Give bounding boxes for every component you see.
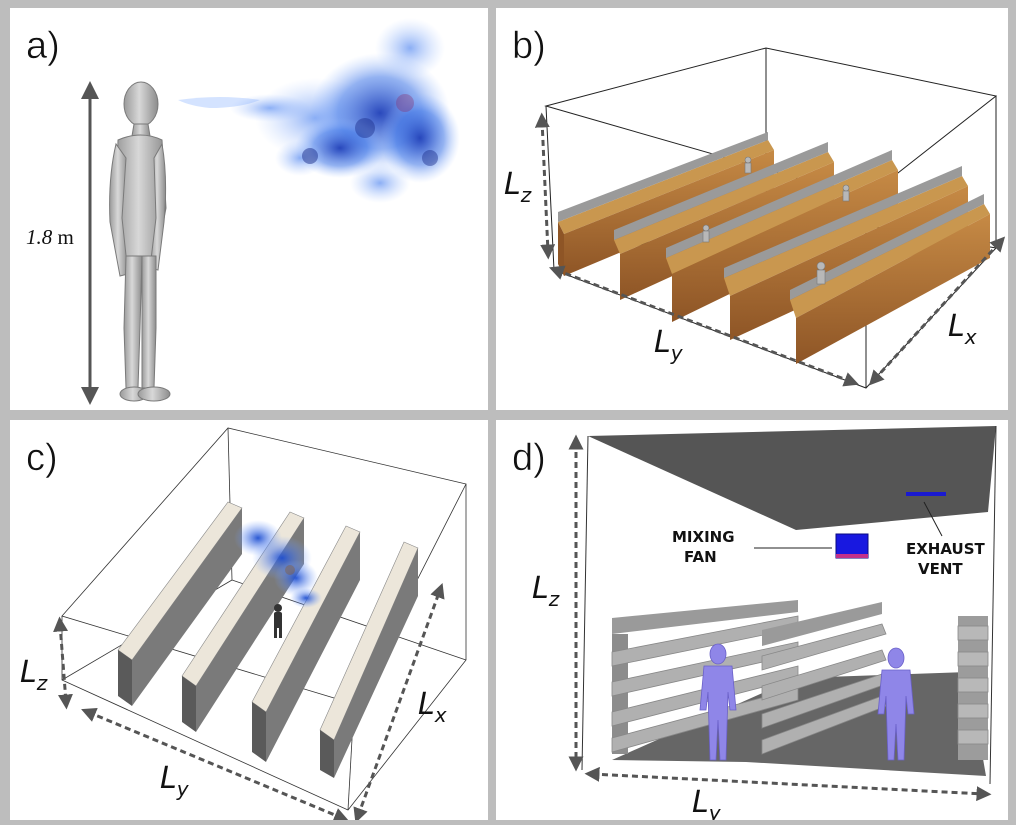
panel-d-label: d) xyxy=(512,437,546,479)
ly-label: Ly xyxy=(160,761,190,801)
height-label: 1.8 m xyxy=(26,225,74,249)
panel-a: a) 1.8 m xyxy=(10,8,488,410)
mixing-fan-base xyxy=(836,554,868,558)
panel-d-canvas: d) EXHAUST VENT MIXING FAN xyxy=(496,420,1008,820)
ly-arrow xyxy=(592,774,984,794)
ly-label: Ly xyxy=(654,325,684,365)
lz-label: Lz xyxy=(20,655,48,695)
human-figure-icon xyxy=(110,82,170,401)
panel-a-label: a) xyxy=(26,25,60,67)
panel-d: d) EXHAUST VENT MIXING FAN xyxy=(496,420,1008,820)
exhaust-vent-label: EXHAUST VENT xyxy=(906,540,985,578)
panel-a-canvas: a) 1.8 m xyxy=(10,8,488,410)
lz-arrow xyxy=(542,120,548,252)
panel-b-canvas: b) xyxy=(496,8,1008,410)
lx-label: Lx xyxy=(948,309,977,349)
panel-c-canvas: c) xyxy=(10,420,488,820)
person-icon xyxy=(745,157,751,173)
person-icon xyxy=(703,225,709,242)
lz-label: Lz xyxy=(504,167,532,207)
shelf-unit xyxy=(958,616,988,760)
lz-arrow xyxy=(60,624,66,702)
person-icon xyxy=(817,262,825,284)
lz-label: Lz xyxy=(532,571,560,611)
panel-c-label: c) xyxy=(26,437,58,479)
human-figure-icon xyxy=(274,604,282,638)
lx-label: Lx xyxy=(418,687,447,727)
exhaust-vent-icon xyxy=(906,492,946,496)
ly-label: Ly xyxy=(692,785,722,820)
panel-c: c) xyxy=(10,420,488,820)
person-icon xyxy=(843,185,849,201)
panel-b-label: b) xyxy=(512,25,546,67)
ly-arrow xyxy=(88,712,342,818)
panel-b: b) xyxy=(496,8,1008,410)
mixing-fan-label: MIXING FAN xyxy=(672,528,735,566)
aerosol-plume-icon xyxy=(178,18,460,203)
